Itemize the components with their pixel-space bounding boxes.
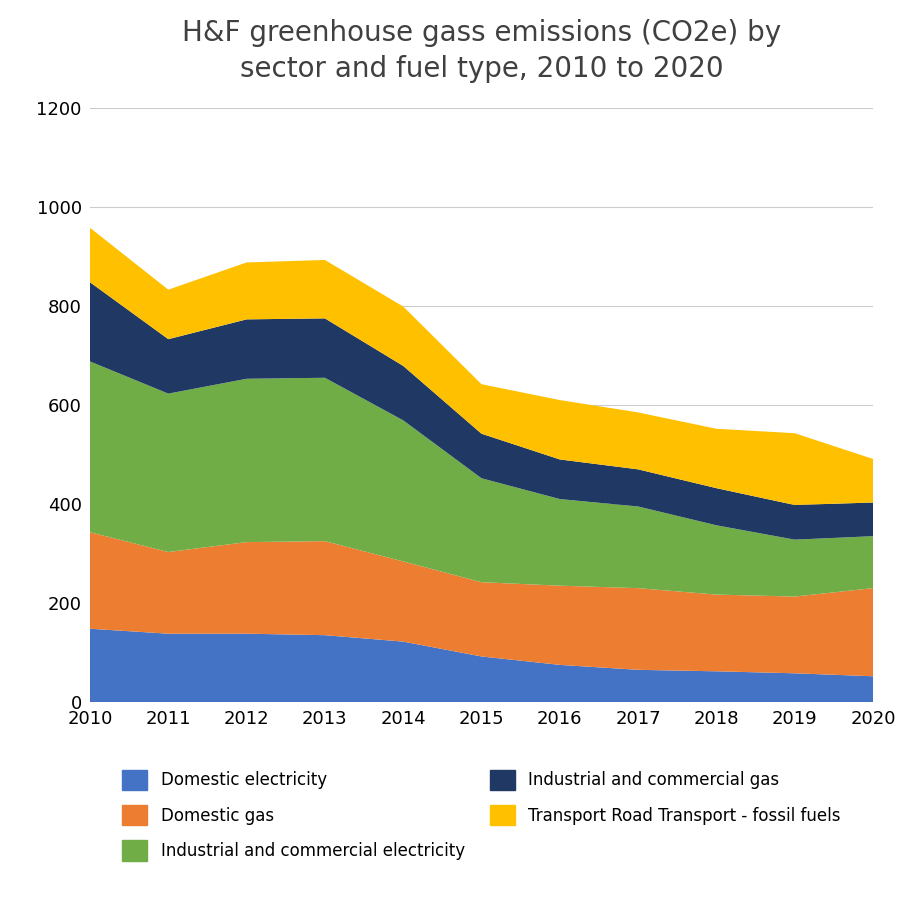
Title: H&F greenhouse gass emissions (CO2e) by
sector and fuel type, 2010 to 2020: H&F greenhouse gass emissions (CO2e) by … — [182, 19, 781, 84]
Legend: Domestic electricity, Domestic gas, Industrial and commercial electricity, Indus: Domestic electricity, Domestic gas, Indu… — [122, 770, 841, 860]
